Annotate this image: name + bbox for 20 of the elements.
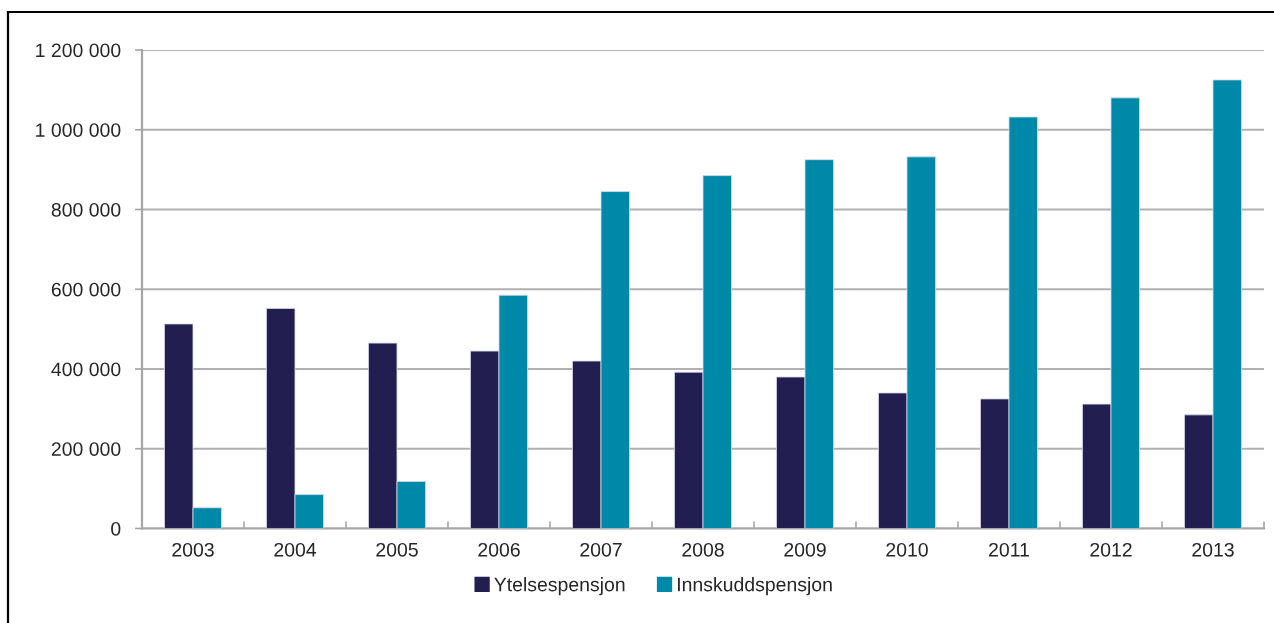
legend-label: Innskuddspensjon — [677, 577, 832, 596]
y-tick-label: 200 000 — [51, 442, 121, 456]
x-tick-label: 2011 — [989, 542, 1029, 557]
x-tick-label: 2006 — [478, 542, 520, 557]
x-tick-label: 2009 — [784, 542, 826, 557]
x-tick-label: 2013 — [1192, 542, 1234, 557]
y-tick-label: 400 000 — [51, 362, 121, 377]
y-tick-label: 800 000 — [51, 202, 121, 217]
x-tick-label: 2007 — [580, 542, 622, 557]
x-tick-label: 2005 — [376, 542, 418, 557]
x-tick-label: 2004 — [274, 542, 317, 557]
y-tick-label: 0 — [111, 521, 121, 536]
x-tick-label: 2003 — [172, 542, 214, 557]
y-tick-label: 1 200 000 — [36, 43, 121, 58]
x-tick-label: 2008 — [682, 542, 724, 557]
x-tick-label: 2010 — [886, 542, 928, 557]
x-tick-label: 2012 — [1090, 542, 1132, 557]
y-tick-label: 1 000 000 — [36, 123, 121, 137]
legend-label: Ytelsespensjon — [494, 577, 625, 596]
y-tick-label: 600 000 — [51, 282, 121, 297]
